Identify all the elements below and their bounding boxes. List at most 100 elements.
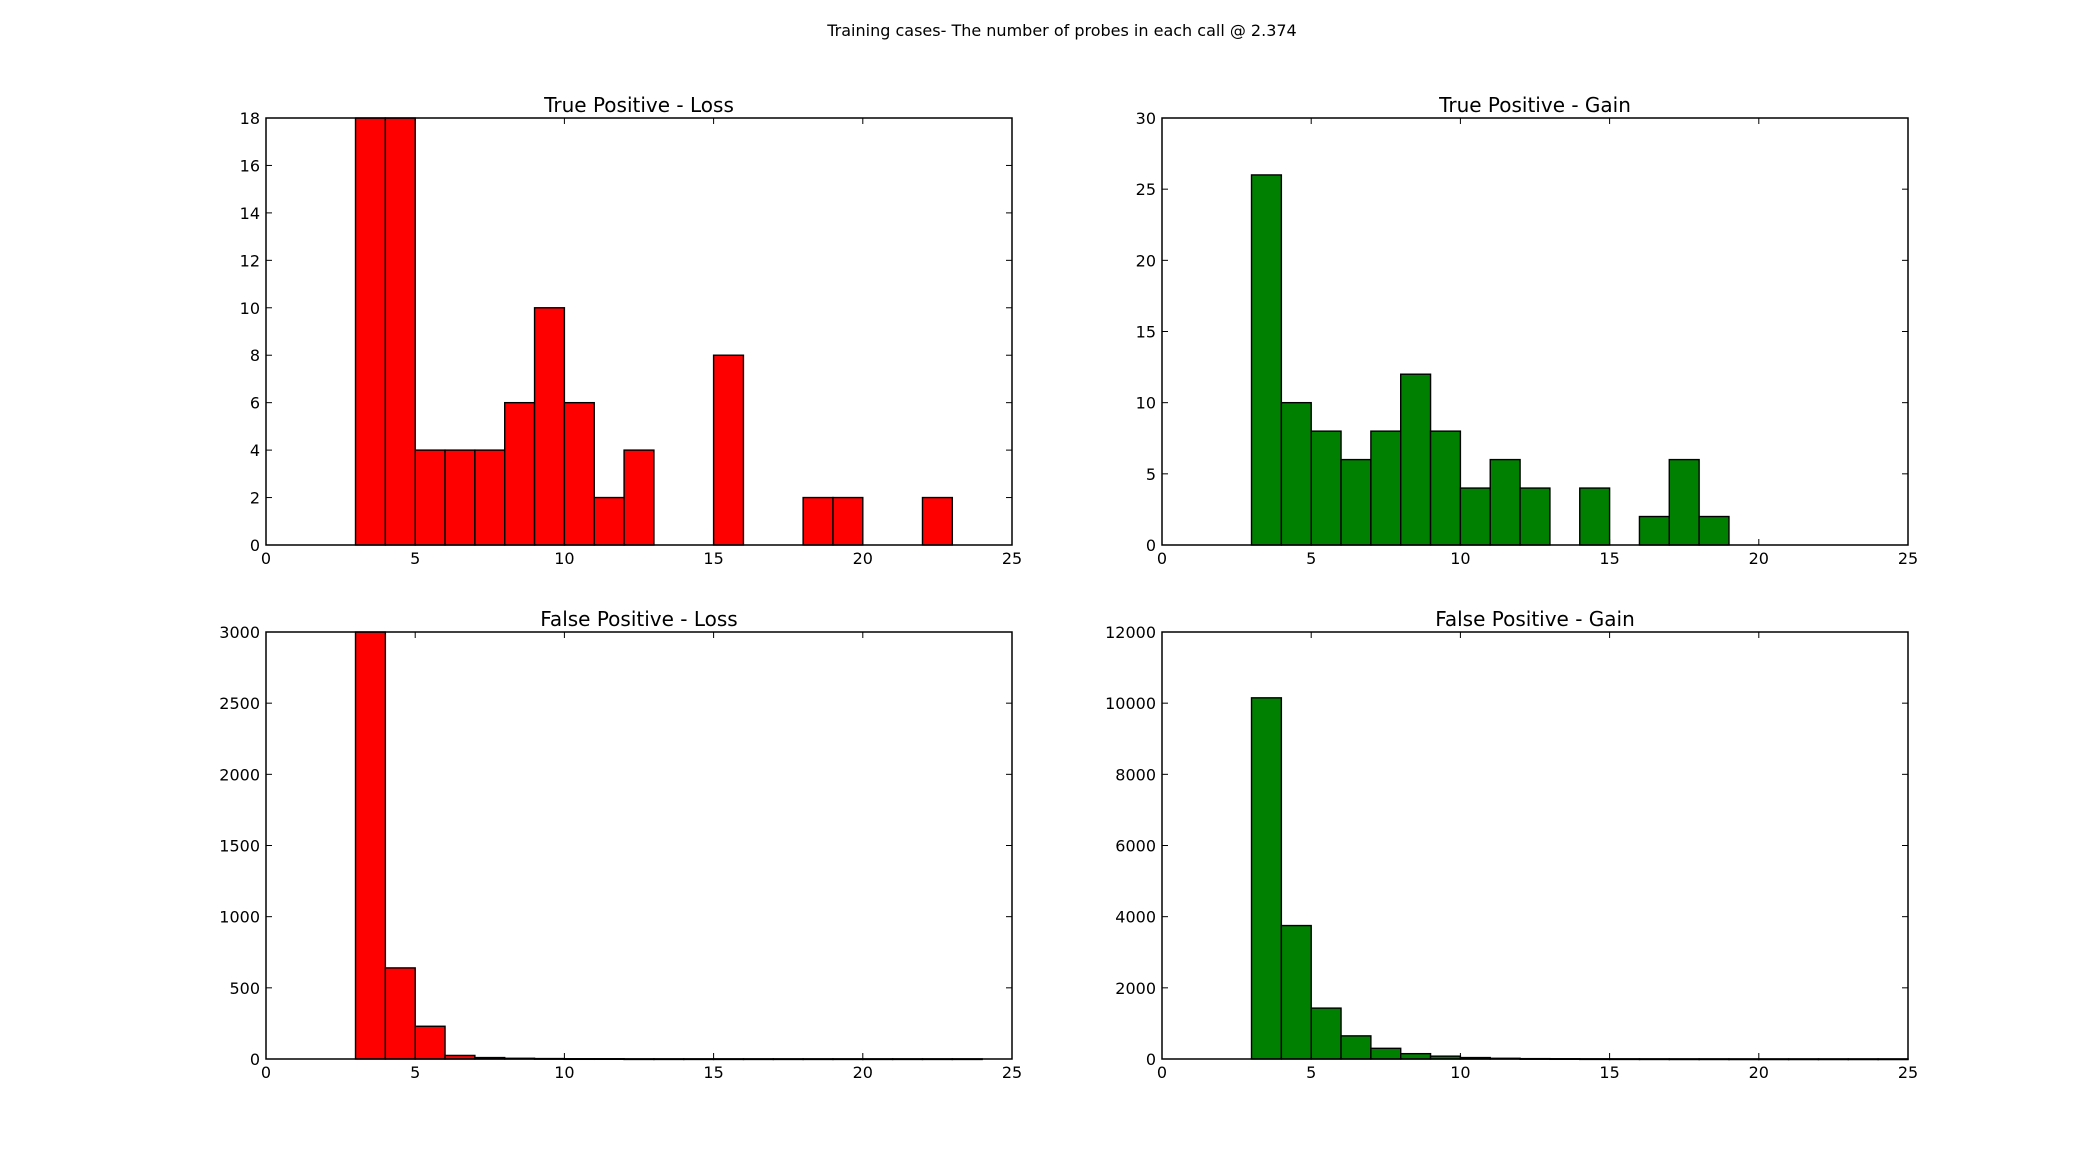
y-tick-label: 4000: [1115, 908, 1156, 927]
histogram-bar: [1250, 697, 1283, 1060]
y-tick-label: 4: [250, 441, 260, 460]
histogram-true-positive-gain: True Positive - Gain 0 5 10 15 20 25 0 5 10 15 20 25…: [1136, 93, 1919, 568]
histogram-bar: [1489, 458, 1521, 546]
y-tick-label: 12: [240, 251, 260, 270]
x-tick-label: 15: [703, 1063, 723, 1082]
histogram-bar: [1370, 430, 1402, 546]
histogram-bar: [623, 449, 655, 546]
histogram-bar: [1400, 373, 1432, 546]
y-tick-label: 500: [229, 979, 260, 998]
x-tick-label: 0: [261, 1063, 271, 1082]
y-tick-label: 6000: [1115, 837, 1156, 856]
y-tick-label: 18: [240, 109, 260, 128]
histogram-bar: [474, 449, 506, 546]
histogram-true-positive-loss: True Positive - Loss 0 5 10 15 20 25 0 2 4 6 8 10 12 1…: [240, 93, 1023, 568]
x-tick-label: 5: [1306, 1063, 1316, 1082]
x-tick-label: 0: [1157, 1063, 1167, 1082]
x-tick-label: 20: [853, 549, 873, 568]
histogram-bar: [1250, 174, 1283, 546]
histogram-bar: [504, 401, 536, 546]
histogram-bar: [921, 496, 954, 546]
x-tick-label: 20: [1749, 1063, 1769, 1082]
y-tick-label: 25: [1136, 180, 1156, 199]
histogram-bar: [1579, 487, 1611, 546]
histogram-false-positive-loss: False Positive - Loss 0 5 10 15 20 25 0 500 1000 1…: [219, 607, 1022, 1082]
histogram-bar: [1310, 1007, 1342, 1060]
histogram-bar: [1340, 458, 1372, 546]
histogram-bar: [384, 967, 416, 1060]
x-tick-label: 5: [410, 549, 420, 568]
y-tick-label: 20: [1136, 251, 1156, 270]
x-tick-label: 15: [1599, 549, 1619, 568]
y-tick-label: 3000: [219, 623, 260, 642]
histogram-bar: [1370, 1047, 1402, 1060]
histogram-bar: [1698, 515, 1730, 546]
y-tick-label: 0: [1146, 536, 1156, 555]
histogram-bar: [1459, 487, 1491, 546]
x-tick-label: 10: [1450, 1063, 1470, 1082]
y-tick-label: 1000: [219, 908, 260, 927]
histogram-bar: [1340, 1035, 1372, 1060]
y-tick-label: 30: [1136, 109, 1156, 128]
y-tick-label: 15: [1136, 323, 1156, 342]
histogram-bar: [414, 1025, 446, 1060]
histogram-bar: [712, 354, 745, 546]
x-tick-label: 25: [1898, 1063, 1918, 1082]
x-tick-label: 25: [1002, 1063, 1022, 1082]
histogram-bar: [1280, 924, 1312, 1060]
panel-title: True Positive - Gain: [1438, 93, 1631, 117]
x-tick-label: 20: [853, 1063, 873, 1082]
histogram-bar: [444, 449, 476, 546]
panel-title: False Positive - Loss: [540, 607, 737, 631]
x-tick-label: 20: [1749, 549, 1769, 568]
y-tick-label: 8: [250, 346, 260, 365]
y-tick-label: 6: [250, 394, 260, 413]
x-tick-label: 10: [554, 549, 574, 568]
x-tick-label: 10: [554, 1063, 574, 1082]
x-tick-label: 0: [261, 549, 271, 568]
histogram-bar: [1400, 1052, 1432, 1060]
y-tick-label: 2000: [1115, 979, 1156, 998]
histogram-bar: [1638, 515, 1670, 546]
x-tick-label: 25: [1898, 549, 1918, 568]
histogram-bar: [533, 307, 566, 546]
x-tick-label: 10: [1450, 549, 1470, 568]
x-tick-label: 25: [1002, 549, 1022, 568]
y-tick-label: 2000: [219, 765, 260, 784]
histogram-bar: [1310, 430, 1342, 546]
histogram-bar: [414, 449, 446, 546]
x-tick-label: 15: [703, 549, 723, 568]
x-tick-label: 15: [1599, 1063, 1619, 1082]
panel-title: True Positive - Loss: [543, 93, 734, 117]
y-tick-label: 14: [240, 204, 260, 223]
x-tick-label: 5: [1306, 549, 1316, 568]
x-tick-label: 0: [1157, 549, 1167, 568]
y-tick-label: 0: [250, 1050, 260, 1069]
histogram-bar: [802, 496, 834, 546]
y-tick-label: 5: [1146, 465, 1156, 484]
y-tick-label: 10: [240, 299, 260, 318]
histogram-bar: [1668, 458, 1700, 546]
panel-title: False Positive - Gain: [1435, 607, 1635, 631]
histogram-bar: [832, 496, 864, 546]
y-tick-label: 1500: [219, 837, 260, 856]
histogram-bar: [1280, 401, 1312, 546]
histogram-bar: [593, 496, 625, 546]
histogram-bar: [1519, 487, 1551, 546]
axes-frame: [265, 117, 1013, 546]
x-tick-label: 5: [410, 1063, 420, 1082]
y-tick-label: 10000: [1105, 694, 1156, 713]
y-tick-label: 0: [250, 536, 260, 555]
y-tick-label: 12000: [1105, 623, 1156, 642]
y-tick-label: 0: [1146, 1050, 1156, 1069]
y-tick-label: 10: [1136, 394, 1156, 413]
histogram-bar: [354, 117, 387, 546]
histogram-false-positive-gain: False Positive - Gain 0 5 10 15 20 25 0 2000 4000…: [1105, 607, 1918, 1082]
y-tick-label: 8000: [1115, 765, 1156, 784]
y-tick-label: 2: [250, 489, 260, 508]
histogram-bar: [384, 117, 416, 546]
histogram-bar: [563, 401, 595, 546]
y-tick-label: 2500: [219, 694, 260, 713]
y-tick-label: 16: [240, 156, 260, 175]
